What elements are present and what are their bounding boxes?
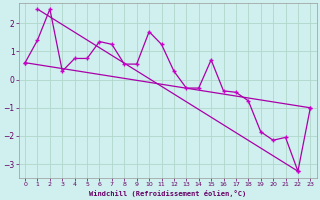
X-axis label: Windchill (Refroidissement éolien,°C): Windchill (Refroidissement éolien,°C) (89, 190, 246, 197)
